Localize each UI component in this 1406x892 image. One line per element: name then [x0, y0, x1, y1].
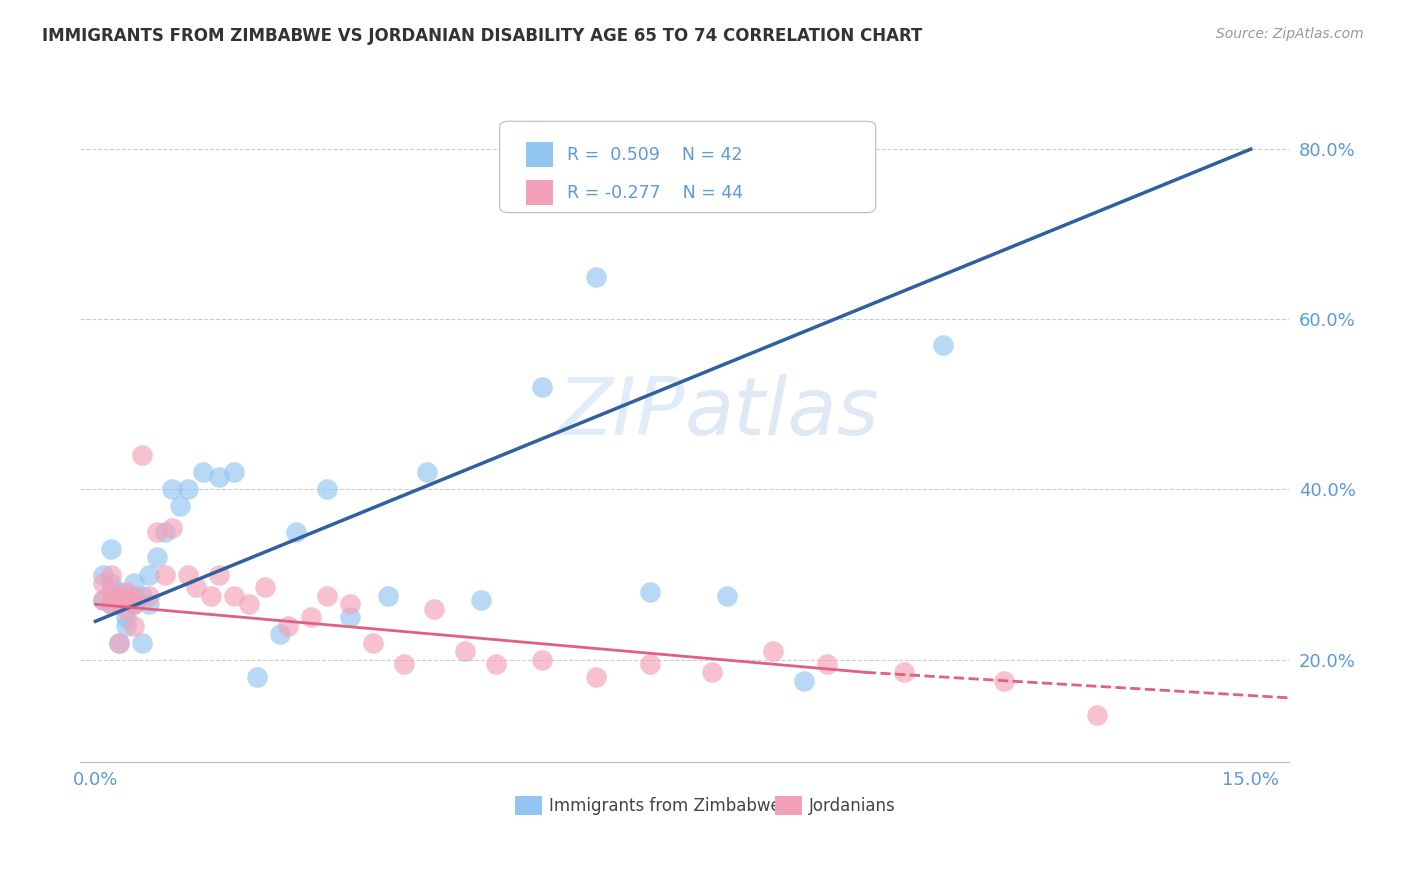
Point	[531, 380, 554, 394]
Text: Immigrants from Zimbabwe: Immigrants from Zimbabwe	[550, 797, 780, 814]
Point	[146, 524, 169, 539]
Point	[793, 673, 815, 688]
Point	[993, 673, 1015, 688]
Point	[315, 589, 337, 603]
Point	[238, 597, 260, 611]
Point	[470, 593, 492, 607]
Point	[131, 589, 153, 603]
FancyBboxPatch shape	[516, 796, 541, 815]
Text: R = -0.277    N = 44: R = -0.277 N = 44	[568, 184, 744, 202]
Text: ZIP: ZIP	[557, 374, 685, 452]
Point	[100, 576, 122, 591]
Point	[146, 550, 169, 565]
Point	[131, 635, 153, 649]
Point	[361, 635, 384, 649]
Point	[392, 657, 415, 671]
Point	[169, 500, 191, 514]
Point	[284, 524, 307, 539]
Text: Jordanians: Jordanians	[810, 797, 896, 814]
Point	[315, 483, 337, 497]
Point	[277, 618, 299, 632]
Point	[208, 567, 231, 582]
FancyBboxPatch shape	[775, 796, 801, 815]
Point	[100, 597, 122, 611]
Point	[100, 541, 122, 556]
Point	[638, 657, 661, 671]
Point	[815, 657, 838, 671]
Point	[91, 576, 114, 591]
Point	[193, 466, 215, 480]
Point	[531, 652, 554, 666]
Point	[423, 601, 446, 615]
Point	[208, 469, 231, 483]
Point	[153, 524, 176, 539]
Point	[893, 665, 915, 680]
Point	[177, 567, 200, 582]
Point	[222, 589, 245, 603]
Point	[122, 576, 145, 591]
Point	[115, 593, 138, 607]
Text: atlas: atlas	[685, 374, 879, 452]
Point	[931, 338, 953, 352]
Point	[638, 584, 661, 599]
Point	[377, 589, 399, 603]
Point	[107, 589, 129, 603]
Point	[339, 610, 361, 624]
Point	[115, 584, 138, 599]
Text: IMMIGRANTS FROM ZIMBABWE VS JORDANIAN DISABILITY AGE 65 TO 74 CORRELATION CHART: IMMIGRANTS FROM ZIMBABWE VS JORDANIAN DI…	[42, 27, 922, 45]
Text: Source: ZipAtlas.com: Source: ZipAtlas.com	[1216, 27, 1364, 41]
Point	[107, 635, 129, 649]
Point	[115, 610, 138, 624]
Point	[138, 567, 160, 582]
FancyBboxPatch shape	[499, 121, 876, 212]
Point	[115, 601, 138, 615]
Point	[107, 597, 129, 611]
Point	[585, 269, 607, 284]
Point	[716, 589, 738, 603]
Point	[107, 584, 129, 599]
Point	[122, 589, 145, 603]
Point	[339, 597, 361, 611]
Point	[122, 589, 145, 603]
Point	[177, 483, 200, 497]
Point	[91, 593, 114, 607]
Point	[246, 670, 269, 684]
Point	[222, 466, 245, 480]
Point	[1085, 707, 1108, 722]
Point	[100, 584, 122, 599]
Point	[162, 483, 184, 497]
Text: R =  0.509    N = 42: R = 0.509 N = 42	[568, 146, 742, 164]
Point	[107, 589, 129, 603]
Point	[585, 670, 607, 684]
Point	[153, 567, 176, 582]
Point	[253, 580, 276, 594]
Point	[700, 665, 723, 680]
Point	[115, 589, 138, 603]
Point	[107, 597, 129, 611]
Point	[100, 597, 122, 611]
Point	[122, 618, 145, 632]
Point	[107, 635, 129, 649]
Point	[122, 597, 145, 611]
Point	[91, 567, 114, 582]
Point	[762, 644, 785, 658]
FancyBboxPatch shape	[526, 143, 553, 168]
Point	[200, 589, 222, 603]
Point	[299, 610, 322, 624]
Point	[454, 644, 477, 658]
Point	[115, 593, 138, 607]
FancyBboxPatch shape	[526, 180, 553, 205]
Point	[131, 449, 153, 463]
Point	[138, 589, 160, 603]
Point	[100, 567, 122, 582]
Point	[184, 580, 207, 594]
Point	[115, 618, 138, 632]
Point	[269, 627, 291, 641]
Point	[415, 466, 437, 480]
Point	[485, 657, 508, 671]
Point	[138, 597, 160, 611]
Point	[162, 521, 184, 535]
Point	[91, 593, 114, 607]
Point	[122, 597, 145, 611]
